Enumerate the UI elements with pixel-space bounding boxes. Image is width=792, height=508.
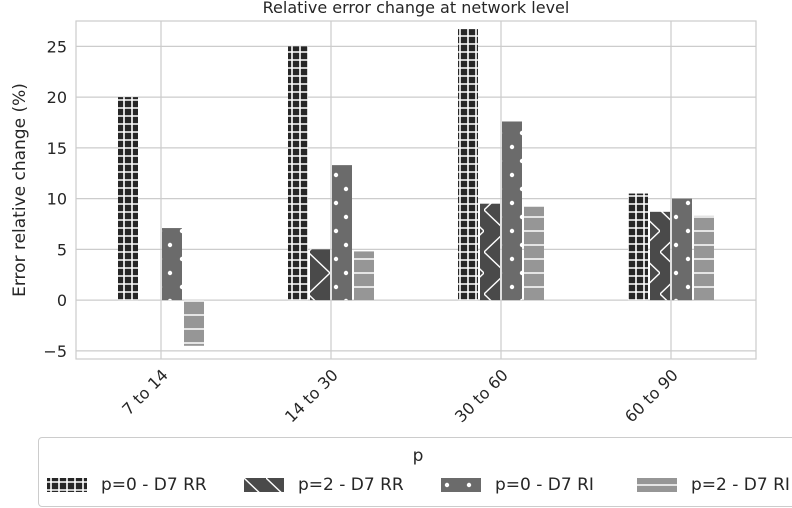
bar (162, 228, 182, 301)
y-tick-label: 20 (47, 88, 67, 107)
bar (332, 165, 352, 301)
x-tick-label: 60 to 90 (621, 365, 682, 426)
legend-label: p=0 - D7 RI (495, 475, 594, 495)
legend-label: p=2 - D7 RI (691, 475, 790, 495)
bar (524, 206, 544, 301)
y-tick-label: −5 (43, 342, 67, 361)
y-tick-label: 10 (47, 190, 67, 209)
bar (650, 211, 670, 301)
x-ticks: 7 to 14 14 to 30 30 to 60 60 to 90 (118, 365, 682, 426)
legend-item-p0-ri: p=0 - D7 RI (441, 474, 594, 496)
bar (502, 121, 522, 301)
bar (480, 203, 500, 301)
legend-swatch-p2-ri (637, 478, 677, 492)
y-tick-label: 25 (47, 37, 67, 56)
x-tick-label: 14 to 30 (281, 365, 342, 426)
legend-swatch-p0-ri (441, 478, 481, 492)
bar (118, 97, 138, 301)
y-axis-label: Error relative change (%) (10, 83, 30, 297)
legend-label: p=2 - D7 RR (298, 475, 404, 495)
bar (694, 215, 714, 301)
x-tick-label: 7 to 14 (118, 365, 172, 419)
bar (458, 29, 478, 301)
legend-item-p2-ri: p=2 - D7 RI (637, 474, 790, 496)
bar (354, 251, 374, 301)
bar (310, 249, 330, 301)
legend-title: p (412, 446, 424, 466)
legend-label: p=0 - D7 RR (101, 475, 207, 495)
bar (628, 193, 648, 301)
chart-title: Relative error change at network level (263, 0, 570, 17)
bar (184, 300, 204, 346)
bar-chart: Relative error change at network level E… (10, 0, 757, 426)
x-tick-label: 30 to 60 (451, 365, 512, 426)
bar (672, 198, 692, 301)
legend-swatch-p2-rr (244, 478, 284, 492)
y-tick-label: 0 (57, 291, 67, 310)
plot-area-frame (75, 20, 757, 360)
y-tick-label: 5 (57, 240, 67, 259)
bars (118, 29, 714, 346)
legend-item-p2-rr: p=2 - D7 RR (244, 474, 404, 496)
legend: p p=0 - D7 RR p=2 - D7 RR p=0 - D7 RI p=… (38, 437, 792, 507)
y-ticks: −5 0 5 10 15 20 25 (43, 37, 67, 361)
bar (288, 46, 308, 301)
y-tick-label: 15 (47, 139, 67, 158)
legend-item-p0-rr: p=0 - D7 RR (47, 474, 207, 496)
legend-swatch-p0-rr (47, 478, 87, 492)
grid (76, 21, 756, 359)
